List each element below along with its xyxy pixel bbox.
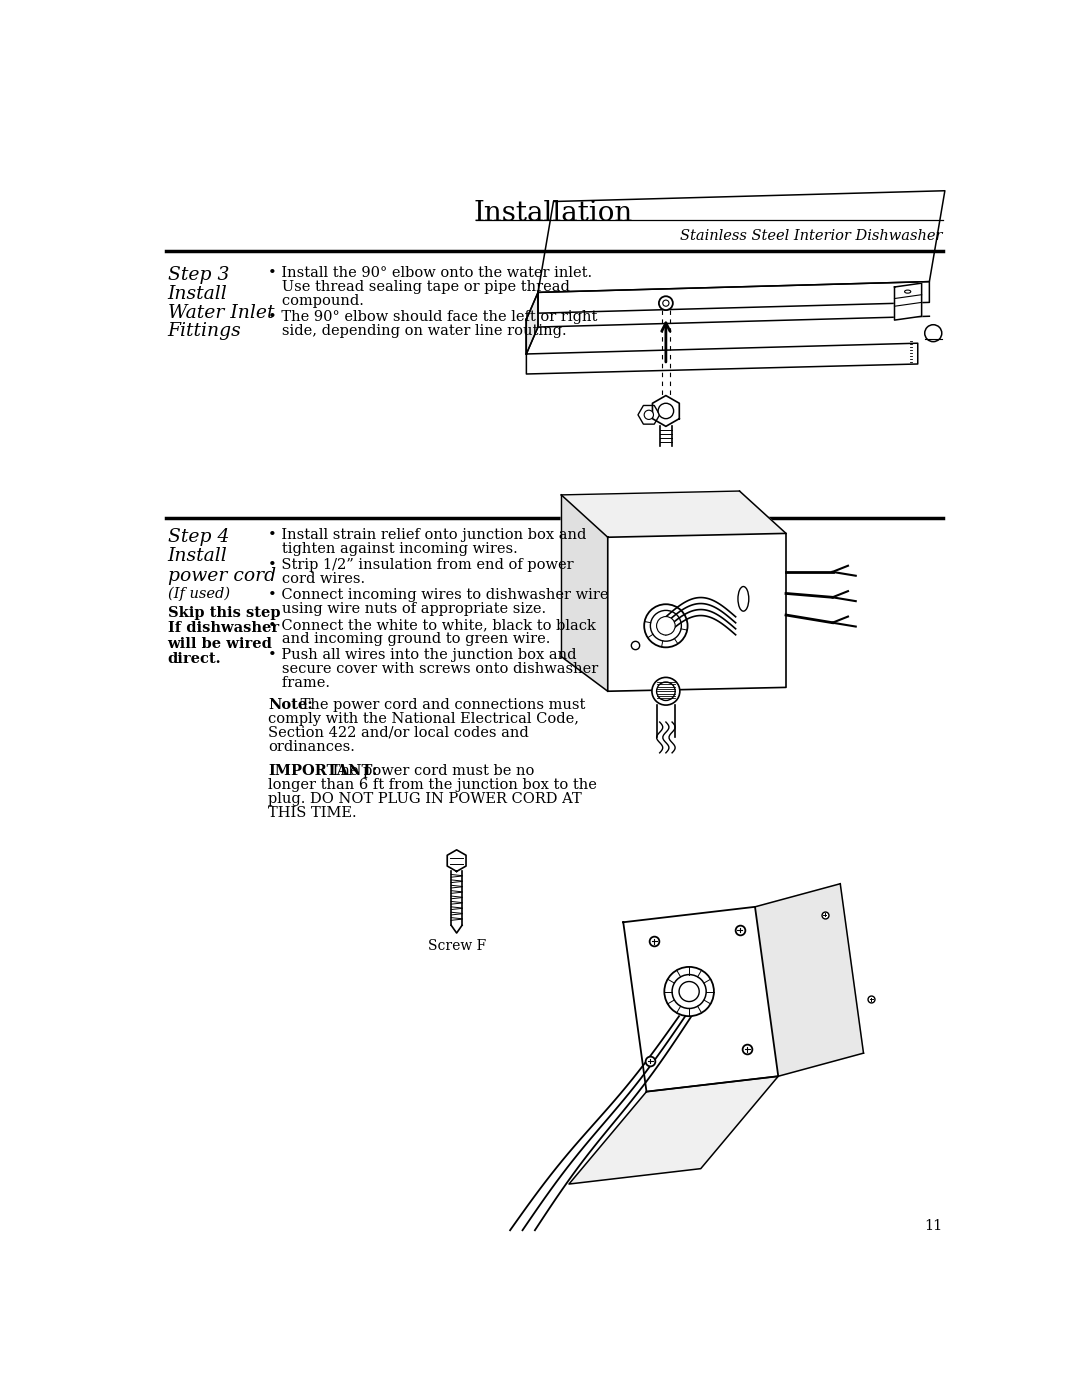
Text: tighten against incoming wires.: tighten against incoming wires. (268, 542, 518, 556)
Text: • Install strain relief onto junction box and: • Install strain relief onto junction bo… (268, 528, 586, 542)
Polygon shape (562, 490, 786, 538)
Text: The power cord must be no: The power cord must be no (326, 764, 534, 778)
Text: The power cord and connections must: The power cord and connections must (296, 698, 585, 712)
Text: using wire nuts of appropriate size.: using wire nuts of appropriate size. (268, 602, 546, 616)
Text: Install: Install (167, 285, 227, 303)
Polygon shape (894, 284, 921, 320)
Text: • The 90° elbow should face the left or right: • The 90° elbow should face the left or … (268, 310, 597, 324)
Text: Fittings: Fittings (167, 323, 241, 341)
Circle shape (644, 411, 653, 419)
Text: plug. DO NOT PLUG IN POWER CORD AT: plug. DO NOT PLUG IN POWER CORD AT (268, 792, 582, 806)
Circle shape (657, 616, 675, 636)
Text: Use thread sealing tape or pipe thread: Use thread sealing tape or pipe thread (268, 279, 570, 293)
Polygon shape (526, 344, 918, 374)
Polygon shape (652, 395, 679, 426)
Polygon shape (569, 1076, 779, 1185)
Circle shape (659, 296, 673, 310)
Text: • Install the 90° elbow onto the water inlet.: • Install the 90° elbow onto the water i… (268, 267, 593, 281)
Circle shape (663, 300, 669, 306)
Text: • Strip 1/2” insulation from end of power: • Strip 1/2” insulation from end of powe… (268, 557, 573, 571)
Circle shape (924, 324, 942, 342)
Circle shape (652, 678, 679, 705)
Text: direct.: direct. (167, 652, 221, 666)
Polygon shape (538, 282, 930, 313)
Polygon shape (538, 191, 945, 292)
Circle shape (679, 982, 699, 1002)
Text: Installation: Installation (474, 200, 633, 226)
Circle shape (658, 404, 674, 419)
Text: (If used): (If used) (167, 587, 230, 601)
Circle shape (657, 682, 675, 700)
Text: ordinances.: ordinances. (268, 740, 355, 754)
Text: If dishwasher: If dishwasher (167, 622, 279, 636)
Text: • Connect the white to white, black to black: • Connect the white to white, black to b… (268, 617, 596, 631)
Text: Skip this step: Skip this step (167, 606, 280, 620)
Text: cord wires.: cord wires. (268, 571, 365, 585)
Text: THIS TIME.: THIS TIME. (268, 806, 356, 820)
Polygon shape (755, 884, 864, 1076)
Text: Water Inlet: Water Inlet (167, 303, 274, 321)
Ellipse shape (738, 587, 748, 610)
Text: side, depending on water line routing.: side, depending on water line routing. (268, 324, 567, 338)
Text: Step 3: Step 3 (167, 267, 229, 284)
Text: IMPORTANT:: IMPORTANT: (268, 764, 378, 778)
Text: compound.: compound. (268, 293, 364, 307)
Text: comply with the National Electrical Code,: comply with the National Electrical Code… (268, 712, 579, 726)
Text: secure cover with screws onto dishwasher: secure cover with screws onto dishwasher (268, 662, 598, 676)
Text: Section 422 and/or local codes and: Section 422 and/or local codes and (268, 726, 529, 740)
Text: Step 4: Step 4 (167, 528, 229, 546)
Text: frame.: frame. (268, 676, 330, 690)
Text: Stainless Steel Interior Dishwasher: Stainless Steel Interior Dishwasher (680, 229, 943, 243)
Text: Install: Install (167, 548, 227, 566)
Text: longer than 6 ft from the junction box to the: longer than 6 ft from the junction box t… (268, 778, 597, 792)
Polygon shape (608, 534, 786, 692)
Polygon shape (623, 907, 779, 1091)
Circle shape (664, 967, 714, 1016)
Circle shape (672, 975, 706, 1009)
Polygon shape (638, 405, 660, 425)
Text: • Connect incoming wires to dishwasher wires: • Connect incoming wires to dishwasher w… (268, 588, 617, 602)
Text: will be wired: will be wired (167, 637, 272, 651)
Text: Note:: Note: (268, 698, 313, 712)
Text: Screw F: Screw F (428, 939, 486, 953)
Polygon shape (447, 849, 467, 872)
Text: • Push all wires into the junction box and: • Push all wires into the junction box a… (268, 648, 577, 662)
Circle shape (650, 610, 681, 641)
Polygon shape (562, 495, 608, 692)
Text: power cord: power cord (167, 567, 275, 585)
Text: and incoming ground to green wire.: and incoming ground to green wire. (268, 631, 551, 645)
Text: 11: 11 (924, 1218, 943, 1232)
Polygon shape (526, 292, 538, 353)
Circle shape (644, 605, 688, 647)
Ellipse shape (905, 291, 910, 293)
